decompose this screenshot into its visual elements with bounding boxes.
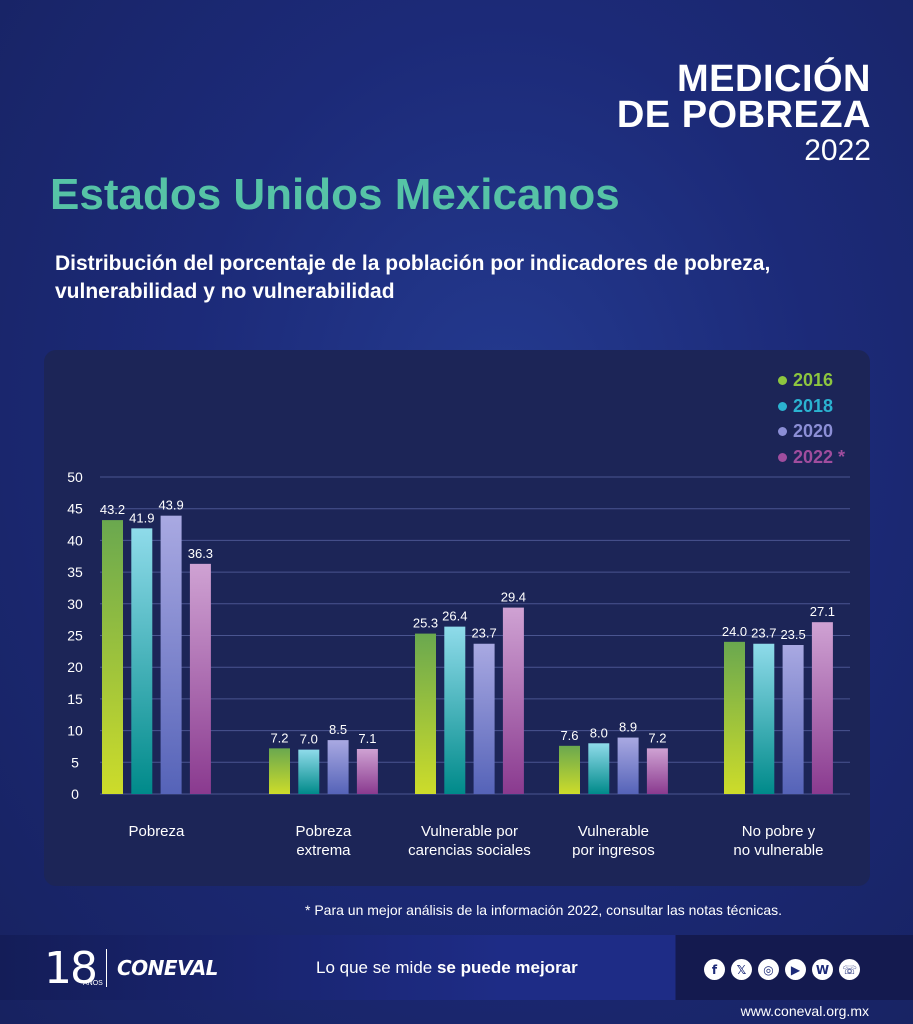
chart-subtitle: Distribución del porcentaje de la poblac… — [55, 252, 771, 303]
bar — [502, 607, 524, 794]
data-label: 23.5 — [780, 627, 805, 642]
facebook-icon[interactable]: f — [704, 959, 725, 980]
bar — [646, 748, 668, 794]
bar — [559, 745, 580, 794]
legend-dot-2020 — [778, 427, 787, 437]
data-label: 7.1 — [358, 731, 376, 746]
data-label: 8.5 — [329, 722, 347, 737]
brand-line2: DE POBREZA — [616, 94, 871, 136]
legend-dot-2018 — [778, 401, 787, 411]
data-label: 7.6 — [560, 728, 578, 743]
y-tick-label: 0 — [71, 786, 79, 802]
y-tick-label: 30 — [67, 596, 83, 612]
bar — [102, 520, 123, 794]
anniversary-badge: 18 — [44, 943, 98, 994]
bar — [415, 633, 436, 794]
x-tick-label: Pobreza — [129, 823, 186, 840]
legend-item-2020: 2020 — [778, 419, 845, 445]
data-label: 43.9 — [158, 498, 183, 513]
x-icon[interactable]: 𝕏 — [731, 959, 752, 980]
data-label: 23.7 — [751, 626, 776, 641]
legend-dot-2016 — [778, 376, 787, 386]
y-tick-label: 35 — [67, 564, 83, 580]
chart-panel — [44, 350, 870, 886]
data-label: 29.4 — [501, 590, 526, 605]
y-tick-label: 15 — [67, 691, 83, 707]
bar — [131, 528, 153, 794]
bar — [588, 743, 610, 794]
data-label: 7.0 — [300, 732, 318, 747]
bar — [444, 626, 466, 794]
x-tick-label: no vulnerable — [733, 842, 823, 859]
page-title: Estados Unidos Mexicanos — [50, 170, 620, 219]
data-label: 23.7 — [471, 626, 496, 641]
x-tick-label: extrema — [296, 842, 351, 859]
brand-year: 2022 — [804, 134, 871, 167]
legend-label-2016: 2016 — [793, 370, 834, 391]
data-label: 26.4 — [442, 609, 467, 624]
data-label: 41.9 — [129, 510, 154, 525]
data-label: 7.2 — [270, 730, 288, 745]
bar — [298, 749, 320, 794]
legend-item-2022: 2022 * — [778, 445, 845, 471]
bar — [160, 515, 182, 794]
bar-chart: 0 5 10 15 20 25 30 35 40 45 50 43.2 41.9 43.9 36.3 Pobr… — [67, 469, 850, 859]
slogan-bold: se puede mejorar — [436, 958, 578, 977]
data-label: 8.9 — [619, 720, 637, 735]
website-link[interactable]: www.coneval.org.mx — [740, 1003, 869, 1019]
footer-divider — [106, 949, 107, 987]
x-tick-label: carencias sociales — [408, 842, 531, 859]
bar — [811, 622, 833, 794]
youtube-icon[interactable]: ▶ — [785, 959, 806, 980]
slogan: Lo que se mide se puede mejorar — [316, 958, 578, 978]
instagram-icon[interactable]: ◎ — [758, 959, 779, 980]
legend-dot-2022 — [778, 452, 787, 462]
bar — [473, 643, 495, 794]
slogan-start: Lo que se mide — [316, 958, 437, 977]
data-label: 36.3 — [188, 546, 213, 561]
legend-label-2018: 2018 — [793, 395, 834, 416]
y-tick-label: 40 — [67, 532, 83, 548]
x-tick-label: Vulnerable — [578, 823, 649, 840]
bar — [327, 740, 349, 794]
bar — [782, 645, 804, 794]
bar — [189, 563, 211, 794]
y-tick-label: 25 — [67, 628, 83, 644]
data-label: 25.3 — [413, 616, 438, 631]
social-links: f 𝕏 ◎ ▶ W ☏ — [704, 959, 860, 980]
data-label: 24.0 — [722, 624, 747, 639]
phone-icon[interactable]: ☏ — [839, 959, 860, 980]
y-tick-label: 5 — [71, 754, 79, 770]
x-tick-label: No pobre y — [742, 823, 816, 840]
y-tick-label: 10 — [67, 723, 83, 739]
legend-label-2020: 2020 — [793, 421, 834, 442]
chart-legend: 2016 2018 2020 2022 * — [778, 368, 845, 470]
legend-item-2018: 2018 — [778, 394, 845, 420]
data-label: 7.2 — [648, 730, 666, 745]
anniversary-sub: AÑOS — [83, 980, 103, 987]
wordpress-icon[interactable]: W — [812, 959, 833, 980]
brand-line1: MEDICIÓN — [677, 58, 871, 100]
legend-label-2022: 2022 * — [793, 446, 846, 467]
x-tick-label: Pobreza — [296, 823, 353, 840]
bar — [269, 748, 290, 794]
legend-item-2016: 2016 — [778, 368, 845, 394]
footer-bar: 18 AÑOS CONEVAL Lo que se mide se puede … — [0, 935, 913, 1000]
data-label: 43.2 — [100, 502, 125, 517]
y-tick-label: 45 — [67, 501, 83, 517]
bar — [724, 641, 745, 794]
footnote: * Para un mejor análisis de la informaci… — [305, 902, 783, 918]
brand-logo: MEDICIÓN DE POBREZA 2022 — [617, 60, 871, 166]
bar — [356, 748, 378, 794]
data-label: 8.0 — [590, 725, 608, 740]
data-label: 27.1 — [810, 604, 835, 619]
x-tick-label: por ingresos — [572, 842, 655, 859]
y-tick-label: 20 — [67, 659, 83, 675]
x-tick-label: Vulnerable por — [421, 823, 518, 840]
y-tick-label: 50 — [67, 469, 83, 485]
coneval-logo: CONEVAL — [117, 956, 218, 980]
bar — [753, 643, 775, 794]
bar — [617, 737, 639, 794]
